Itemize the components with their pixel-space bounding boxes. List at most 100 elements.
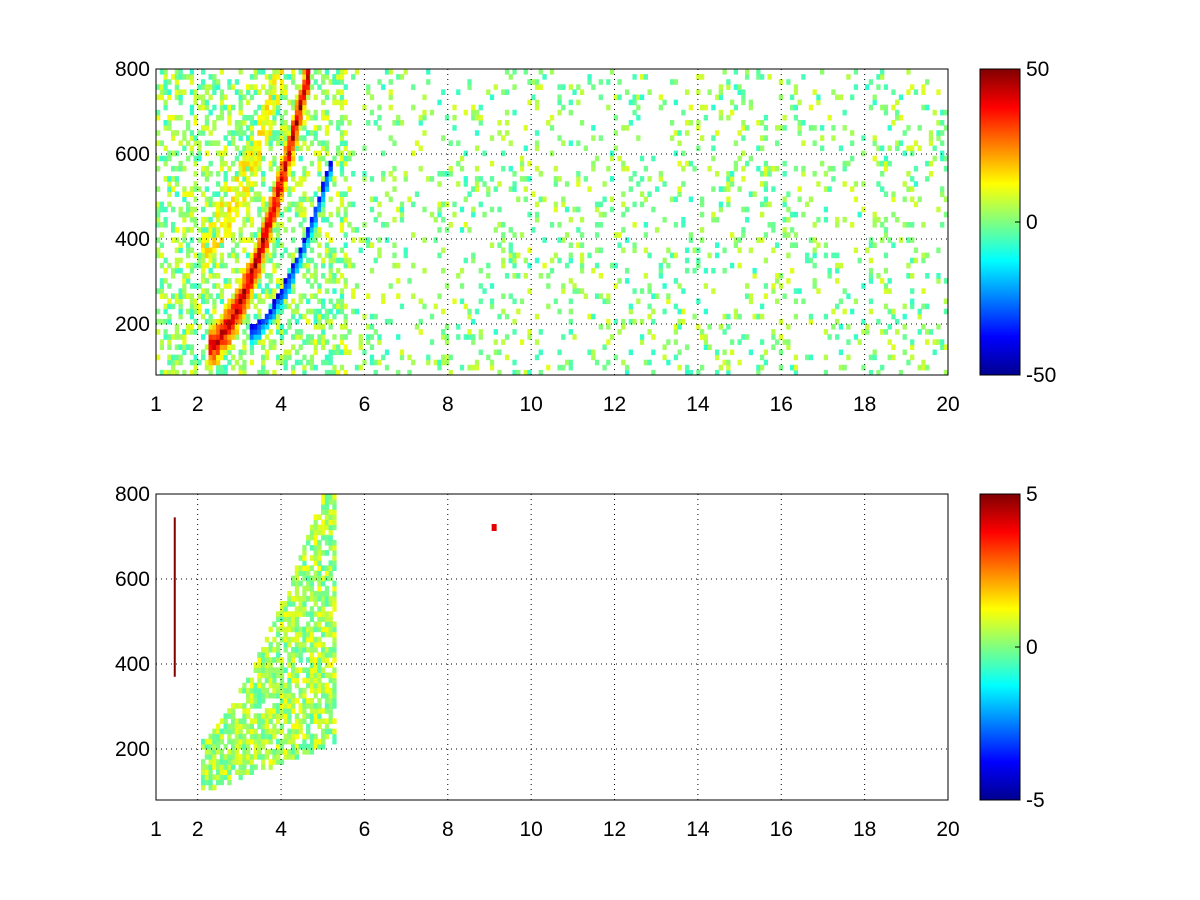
heatmap-cell xyxy=(932,155,937,162)
heatmap-cell xyxy=(208,754,213,760)
heatmap-cell xyxy=(925,252,930,259)
heatmap-cell xyxy=(178,298,183,305)
heatmap-cell xyxy=(223,764,228,770)
heatmap-cell xyxy=(186,206,191,213)
heatmap-cell xyxy=(313,539,318,546)
heatmap-cell xyxy=(287,99,292,106)
heatmap-cell xyxy=(257,252,262,259)
heatmap-cell xyxy=(212,120,217,126)
heatmap-cell xyxy=(321,682,326,689)
heatmap-cell xyxy=(298,723,303,730)
heatmap-cell xyxy=(332,344,337,350)
heatmap-cell xyxy=(377,125,382,131)
heatmap-cell xyxy=(309,672,315,679)
heatmap-cell xyxy=(321,273,326,279)
heatmap-cell xyxy=(313,313,318,320)
heatmap-cell xyxy=(249,324,255,330)
heatmap-cell xyxy=(932,109,937,116)
heatmap-cell xyxy=(684,344,690,350)
heatmap-cell xyxy=(805,354,810,361)
heatmap-cell xyxy=(321,509,326,515)
heatmap-cell xyxy=(332,580,337,587)
heatmap-cell xyxy=(219,242,225,248)
heatmap-cell xyxy=(227,104,232,111)
heatmap-cell xyxy=(193,155,198,162)
heatmap-cell xyxy=(328,252,333,259)
heatmap-cell xyxy=(880,69,885,75)
heatmap-cell xyxy=(261,723,266,730)
heatmap-cell xyxy=(306,596,311,602)
heatmap-cell xyxy=(231,216,236,223)
heatmap-cell xyxy=(467,84,472,90)
heatmap-cell xyxy=(238,318,243,325)
heatmap-cell xyxy=(216,242,221,248)
heatmap-cell xyxy=(606,79,611,85)
heatmap-cell xyxy=(332,74,337,80)
heatmap-cell xyxy=(467,334,472,340)
heatmap-cell xyxy=(283,303,288,310)
heatmap-cell xyxy=(714,242,720,248)
heatmap-cell xyxy=(231,130,236,136)
heatmap-cell xyxy=(321,647,326,653)
heatmap-cell xyxy=(208,329,213,335)
heatmap-cell xyxy=(321,519,326,526)
heatmap-cell xyxy=(324,616,330,622)
heatmap-cell xyxy=(317,580,322,587)
heatmap-cell xyxy=(306,621,311,628)
bottom-heatmap-cells xyxy=(173,494,497,791)
heatmap-cell xyxy=(174,84,180,90)
heatmap-cell xyxy=(287,692,292,699)
heatmap-cell xyxy=(279,191,285,197)
heatmap-cell xyxy=(456,324,461,330)
heatmap-cell xyxy=(917,364,922,371)
heatmap-cell xyxy=(624,237,630,243)
heatmap-cell xyxy=(354,283,360,289)
heatmap-cell xyxy=(396,120,401,126)
heatmap-cell xyxy=(249,160,255,167)
heatmap-cell xyxy=(459,283,465,289)
heatmap-cell xyxy=(328,616,333,622)
heatmap-cell xyxy=(624,278,630,284)
heatmap-cell xyxy=(921,303,926,310)
heatmap-cell xyxy=(174,267,180,274)
heatmap-cell xyxy=(876,273,881,279)
heatmap-cell xyxy=(313,94,318,101)
heatmap-cell xyxy=(321,534,326,541)
heatmap-cell xyxy=(943,278,948,284)
heatmap-cell xyxy=(276,130,281,136)
heatmap-cell xyxy=(302,99,307,106)
heatmap-cell xyxy=(336,150,341,157)
heatmap-cell xyxy=(632,247,637,254)
heatmap-cell xyxy=(238,267,243,274)
heatmap-cell xyxy=(257,652,262,658)
heatmap-cell xyxy=(868,308,874,315)
heatmap-cell xyxy=(302,606,307,612)
heatmap-cell xyxy=(741,227,746,233)
heatmap-cell xyxy=(212,211,217,218)
heatmap-cell xyxy=(317,698,322,704)
heatmap-cell xyxy=(782,201,787,208)
heatmap-cell xyxy=(279,601,285,607)
heatmap-cell xyxy=(872,354,877,361)
heatmap-cell xyxy=(276,104,281,111)
bottom-heatmap-frame xyxy=(155,493,949,801)
heatmap-cell xyxy=(336,145,341,152)
heatmap-cell xyxy=(651,369,656,375)
heatmap-cell xyxy=(257,662,262,668)
heatmap-cell xyxy=(242,723,247,730)
heatmap-cell xyxy=(276,191,281,197)
heatmap-cell xyxy=(343,334,348,340)
heatmap-cell xyxy=(332,155,337,162)
heatmap-cell xyxy=(489,298,495,305)
heatmap-cell xyxy=(201,293,206,299)
heatmap-cell xyxy=(549,222,555,228)
heatmap-cell xyxy=(823,369,829,375)
heatmap-cell xyxy=(261,242,266,248)
heatmap-cell xyxy=(808,354,814,361)
heatmap-cell xyxy=(264,135,270,141)
heatmap-cell xyxy=(444,171,450,177)
heatmap-cell xyxy=(591,135,596,141)
heatmap-cell xyxy=(279,94,285,101)
heatmap-cell xyxy=(662,344,667,350)
heatmap-cell xyxy=(925,329,930,335)
